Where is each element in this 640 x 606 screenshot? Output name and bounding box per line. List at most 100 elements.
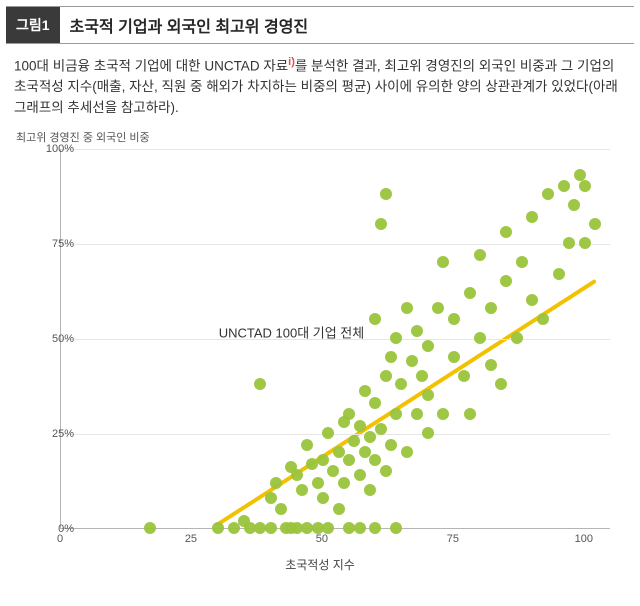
x-axis-title: 초국적성 지수 (285, 556, 355, 573)
plot-area: UNCTAD 100대 기업 전체 (60, 149, 610, 529)
data-point (579, 180, 591, 192)
y-tick-label: 75% (34, 238, 74, 250)
data-point (369, 397, 381, 409)
data-point (212, 522, 224, 534)
x-tick-label: 100 (575, 533, 593, 545)
data-point (464, 408, 476, 420)
data-point (317, 454, 329, 466)
y-tick-label: 0% (34, 523, 74, 535)
data-point (265, 522, 277, 534)
data-point (432, 302, 444, 314)
data-point (464, 287, 476, 299)
data-point (312, 477, 324, 489)
data-point (422, 389, 434, 401)
data-point (553, 268, 565, 280)
data-point (500, 226, 512, 238)
scatter-chart: 최고위 경영진 중 외국인 비중 UNCTAD 100대 기업 전체 초국적성 … (10, 125, 630, 575)
data-point (270, 477, 282, 489)
gridline-h (61, 244, 610, 245)
x-tick-label: 50 (316, 533, 328, 545)
data-point (327, 465, 339, 477)
data-point (422, 427, 434, 439)
x-tick-label: 0 (57, 533, 63, 545)
data-point (354, 420, 366, 432)
data-point (380, 188, 392, 200)
data-point (474, 332, 486, 344)
data-point (511, 332, 523, 344)
data-point (375, 218, 387, 230)
figure-header: 그림1 초국적 기업과 외국인 최고위 경영진 (6, 6, 634, 44)
data-point (390, 332, 402, 344)
data-point (448, 313, 460, 325)
data-point (322, 427, 334, 439)
data-point (485, 359, 497, 371)
data-point (558, 180, 570, 192)
data-point (354, 522, 366, 534)
data-point (380, 370, 392, 382)
data-point (437, 408, 449, 420)
data-point (422, 340, 434, 352)
chart-annotation: UNCTAD 100대 기업 전체 (219, 322, 365, 341)
data-point (579, 237, 591, 249)
footnote-marker: i) (288, 56, 295, 68)
data-point (369, 313, 381, 325)
data-point (275, 503, 287, 515)
data-point (411, 325, 423, 337)
data-point (359, 385, 371, 397)
data-point (364, 484, 376, 496)
figure-tag: 그림1 (6, 7, 60, 43)
data-point (296, 484, 308, 496)
data-point (333, 503, 345, 515)
y-tick-label: 25% (34, 428, 74, 440)
data-point (390, 522, 402, 534)
data-point (354, 469, 366, 481)
gridline-h (61, 434, 610, 435)
data-point (542, 188, 554, 200)
data-point (369, 522, 381, 534)
data-point (416, 370, 428, 382)
data-point (516, 256, 528, 268)
data-point (411, 408, 423, 420)
data-point (343, 408, 355, 420)
data-point (448, 351, 460, 363)
data-point (291, 469, 303, 481)
data-point (375, 423, 387, 435)
data-point (485, 302, 497, 314)
x-tick-label: 25 (185, 533, 197, 545)
data-point (364, 431, 376, 443)
data-point (401, 446, 413, 458)
data-point (500, 275, 512, 287)
data-point (343, 454, 355, 466)
gridline-h (61, 149, 610, 150)
data-point (385, 351, 397, 363)
x-tick-label: 75 (447, 533, 459, 545)
data-point (406, 355, 418, 367)
data-point (401, 302, 413, 314)
data-point (474, 249, 486, 261)
data-point (526, 294, 538, 306)
data-point (369, 454, 381, 466)
data-point (537, 313, 549, 325)
desc-pre: 100대 비금융 초국적 기업에 대한 UNCTAD 자료 (14, 59, 288, 74)
data-point (317, 492, 329, 504)
data-point (589, 218, 601, 230)
data-point (437, 256, 449, 268)
data-point (348, 435, 360, 447)
data-point (495, 378, 507, 390)
data-point (574, 169, 586, 181)
data-point (458, 370, 470, 382)
data-point (568, 199, 580, 211)
data-point (385, 439, 397, 451)
data-point (390, 408, 402, 420)
data-point (301, 439, 313, 451)
data-point (380, 465, 392, 477)
data-point (228, 522, 240, 534)
data-point (265, 492, 277, 504)
data-point (395, 378, 407, 390)
data-point (144, 522, 156, 534)
y-tick-label: 50% (34, 333, 74, 345)
data-point (563, 237, 575, 249)
data-point (526, 211, 538, 223)
data-point (338, 477, 350, 489)
figure-description: 100대 비금융 초국적 기업에 대한 UNCTAD 자료i)를 분석한 결과,… (14, 54, 626, 119)
